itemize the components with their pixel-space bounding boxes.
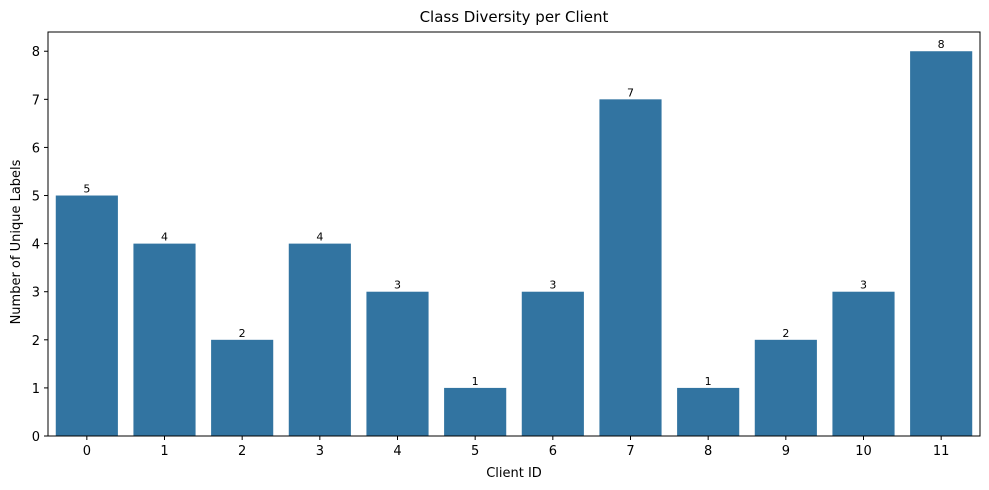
data-label-client-10: 3 (860, 279, 867, 292)
data-label-client-4: 3 (394, 279, 401, 292)
y-tick-label: 0 (32, 430, 40, 445)
bar-client-10 (832, 291, 895, 436)
plot-frame (47, 31, 981, 437)
x-tick-label: 7 (626, 444, 634, 459)
x-tick-label: 0 (83, 444, 91, 459)
bar-client-7 (599, 99, 662, 436)
bar-client-0 (55, 195, 118, 436)
x-tick-label: 5 (471, 444, 479, 459)
bar-client-5 (444, 387, 507, 436)
x-tick-label: 11 (933, 444, 950, 459)
x-tick-label: 2 (238, 444, 246, 459)
x-tick-label: 1 (160, 444, 168, 459)
y-tick-label: 5 (32, 190, 40, 205)
data-label-client-6: 3 (549, 279, 556, 292)
y-axis-ticks: 0 1 2 3 4 5 6 7 8 (32, 45, 48, 445)
data-label-client-1: 4 (161, 231, 168, 244)
x-axis-label: Client ID (486, 466, 542, 481)
bar-client-4 (366, 291, 429, 436)
bar-client-9 (754, 339, 817, 436)
x-tick-label: 3 (316, 444, 324, 459)
bar-client-8 (677, 387, 740, 436)
x-tick-label: 10 (855, 444, 872, 459)
x-tick-label: 9 (782, 444, 790, 459)
data-label-client-8: 1 (705, 375, 712, 388)
data-label-client-11: 8 (938, 38, 945, 51)
y-tick-label: 6 (32, 141, 40, 156)
data-label-client-9: 2 (782, 327, 789, 340)
bars-group (55, 51, 973, 436)
bar-client-3 (288, 243, 351, 436)
x-tick-label: 6 (549, 444, 557, 459)
x-tick-label: 8 (704, 444, 712, 459)
data-label-client-3: 4 (316, 231, 323, 244)
y-tick-label: 7 (32, 93, 40, 108)
y-tick-label: 8 (32, 45, 40, 60)
chart-title: Class Diversity per Client (420, 8, 609, 26)
y-tick-label: 1 (32, 382, 40, 397)
data-label-client-0: 5 (83, 183, 90, 196)
bar-client-2 (211, 339, 274, 436)
y-tick-label: 4 (32, 238, 40, 253)
x-tick-label: 4 (393, 444, 401, 459)
data-label-client-5: 1 (472, 375, 479, 388)
bar-client-11 (910, 51, 973, 436)
data-label-client-2: 2 (239, 327, 246, 340)
x-axis-ticks: 0 1 2 3 4 5 6 7 8 9 10 11 (83, 436, 950, 459)
y-tick-label: 3 (32, 286, 40, 301)
bar-client-6 (521, 291, 584, 436)
data-label-client-7: 7 (627, 86, 634, 99)
bar-client-1 (133, 243, 196, 436)
y-tick-label: 2 (32, 334, 40, 349)
y-axis-label: Number of Unique Labels (9, 159, 24, 324)
